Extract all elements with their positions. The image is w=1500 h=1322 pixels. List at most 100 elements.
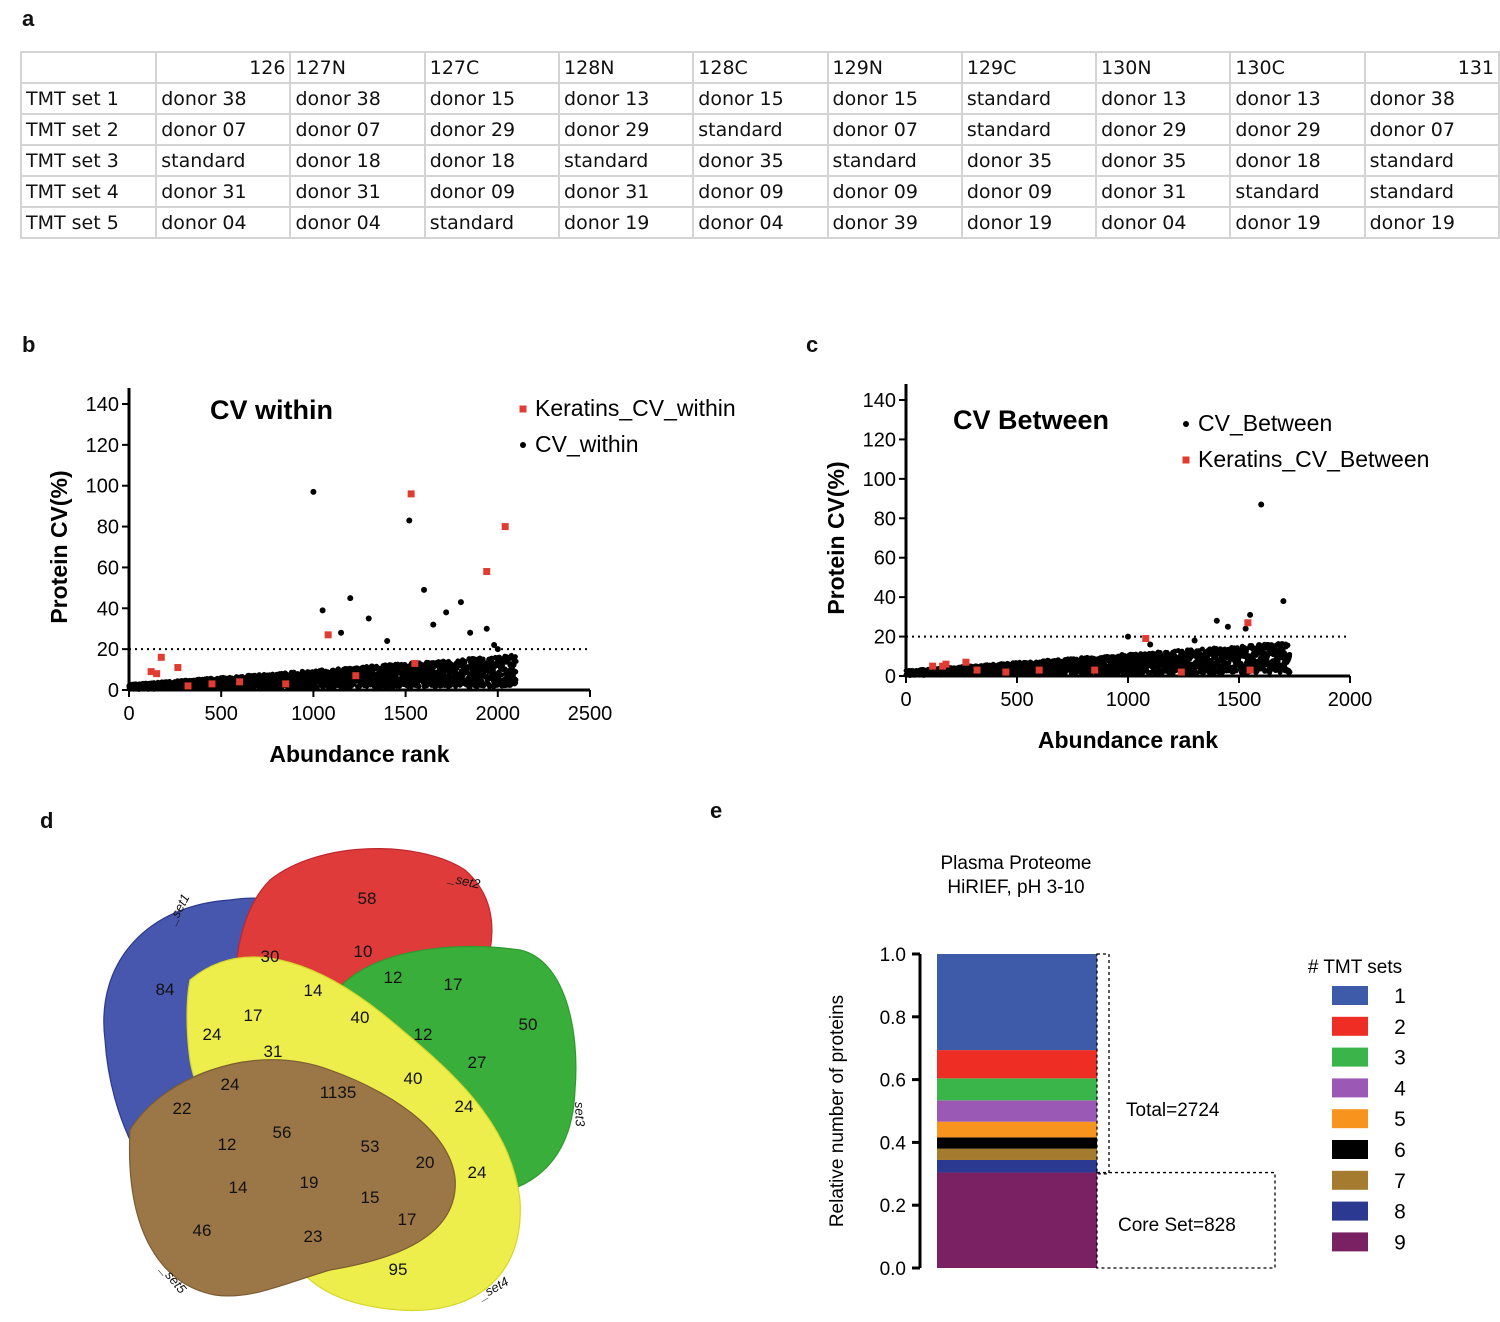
venn-count: 46 — [193, 1221, 212, 1240]
table-cell: donor 15 — [826, 82, 963, 115]
y-tick-label: 0 — [108, 680, 119, 702]
table-cell: donor 39 — [826, 206, 963, 239]
venn-count: 12 — [414, 1025, 433, 1044]
data-point — [513, 677, 519, 683]
data-point — [512, 654, 518, 660]
y-tick-label: 140 — [86, 394, 119, 416]
keratin-point — [282, 680, 290, 688]
x-tick-label: 500 — [1000, 689, 1033, 711]
y-axis-label: Relative number of proteins — [827, 995, 848, 1227]
keratin-point — [501, 523, 509, 531]
data-point — [1243, 648, 1249, 654]
y-tick-label: 1.0 — [880, 945, 906, 966]
venn-count: 84 — [156, 980, 175, 999]
data-point — [1247, 611, 1254, 618]
legend-marker — [519, 405, 527, 413]
legend-swatch — [1332, 1140, 1368, 1159]
keratin-point — [407, 490, 415, 498]
data-point — [1147, 641, 1154, 648]
cv-within-chart: 0 500 1000 1500 2000 2500 0 20 40 60 80 100 120 140 Ab… — [46, 388, 736, 767]
table-cell: donor 13 — [1229, 82, 1366, 115]
data-point — [1280, 598, 1287, 605]
table-row-label: TMT set 1 — [19, 82, 158, 115]
legend-label: 7 — [1394, 1170, 1406, 1193]
venn-count: 15 — [361, 1188, 380, 1207]
panel-label-e: e — [710, 798, 723, 823]
table-cell: donor 35 — [960, 144, 1098, 177]
keratin-point — [174, 664, 182, 672]
keratin-point — [962, 658, 970, 666]
data-point — [513, 669, 519, 675]
venn-count: 12 — [384, 968, 403, 987]
legend-label: 3 — [1394, 1047, 1406, 1070]
core-set-bracket — [1096, 1171, 1276, 1269]
x-tick-label: 0 — [900, 689, 911, 711]
table-cell: donor 19 — [558, 206, 695, 239]
x-tick-label: 2000 — [1328, 689, 1373, 711]
table-cell: donor 19 — [1363, 206, 1500, 239]
chart-subtitle: HiRIEF, pH 3-10 — [947, 877, 1084, 898]
venn-count: 95 — [389, 1260, 408, 1279]
stack-segment-7 — [937, 1148, 1097, 1160]
data-point — [406, 517, 413, 524]
data-point — [483, 625, 490, 632]
data-point — [1287, 669, 1293, 675]
table-cell: standard — [558, 144, 695, 177]
plasma-proteome-bar-chart: 0.0 0.2 0.4 0.6 0.8 1.0 Relative number of pro… — [827, 853, 1406, 1280]
data-point — [1233, 668, 1239, 674]
keratin-point — [352, 672, 360, 680]
table-cell: donor 09 — [960, 175, 1098, 208]
table-row: TMT set 4 donor 31 donor 31 donor 09 donor 3… — [19, 175, 1500, 208]
x-tick-label: 2500 — [568, 703, 613, 725]
panel-label-c: c — [806, 332, 819, 357]
y-tick-label: 0.6 — [880, 1071, 906, 1092]
venn-count: 22 — [173, 1099, 192, 1118]
table-cell: donor 04 — [155, 206, 292, 239]
y-tick-label: 60 — [874, 548, 896, 570]
legend-label: 2 — [1394, 1016, 1406, 1039]
legend-label: Keratins_CV_Between — [1198, 446, 1429, 472]
data-point — [1213, 617, 1220, 624]
table-cell: donor 19 — [960, 206, 1098, 239]
chart-title: CV Between — [953, 405, 1109, 435]
data-point — [430, 621, 437, 628]
data-point — [310, 488, 317, 495]
venn-count: 58 — [358, 889, 377, 908]
legend-label: CV_within — [535, 431, 639, 457]
table-cell: donor 07 — [826, 113, 963, 146]
y-tick-label: 20 — [874, 627, 896, 649]
table-header-cell: 127C — [423, 51, 561, 84]
total-bracket — [1096, 953, 1110, 1175]
legend-label: 9 — [1394, 1231, 1406, 1254]
venn-count: 31 — [264, 1042, 283, 1061]
keratin-point — [929, 662, 937, 670]
table-cell: donor 31 — [155, 175, 292, 208]
keratin-point — [1142, 635, 1150, 643]
venn-count: 24 — [468, 1163, 487, 1182]
venn-count: 17 — [244, 1006, 263, 1025]
venn-diagram: 84 58 50 95 46 30 10 12 17 14 40 12 27 1… — [103, 848, 588, 1312]
y-axis-label: Protein CV(%) — [46, 470, 72, 623]
table-header-cell: 128C — [692, 51, 829, 84]
table-cell: donor 09 — [826, 175, 963, 208]
venn-count: 40 — [351, 1008, 370, 1027]
table-cell: donor 38 — [289, 82, 426, 115]
keratin-point — [157, 653, 165, 661]
stack-segment-6 — [937, 1137, 1097, 1149]
legend-swatch — [1332, 1078, 1368, 1098]
table-row-label: TMT set 3 — [19, 144, 158, 177]
legend-title: # TMT sets — [1308, 957, 1402, 978]
y-tick-label: 0.8 — [880, 1008, 906, 1029]
venn-count: 56 — [273, 1123, 292, 1142]
table-header-cell — [19, 51, 158, 84]
y-tick-label: 140 — [863, 390, 896, 412]
y-tick-label: 80 — [97, 517, 119, 539]
y-tick-label: 0.2 — [880, 1196, 906, 1217]
table-cell: donor 07 — [155, 113, 292, 146]
table-cell: donor 15 — [692, 82, 829, 115]
venn-count: 17 — [398, 1210, 417, 1229]
table-cell: standard — [1229, 175, 1366, 208]
table-header-cell: 131 — [1363, 51, 1500, 84]
table-header-cell: 126 — [155, 51, 292, 84]
keratin-point — [1177, 668, 1185, 676]
